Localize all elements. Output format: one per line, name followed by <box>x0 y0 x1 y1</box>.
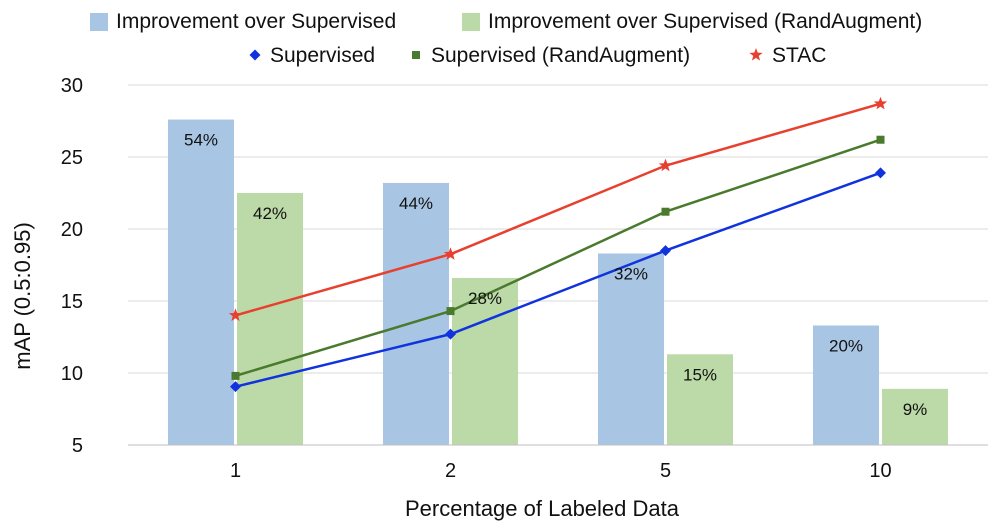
series-point <box>875 167 886 179</box>
series-lines <box>235 102 881 388</box>
series-point <box>445 328 456 340</box>
legend-swatch <box>90 13 108 31</box>
bar-data-label: 20% <box>829 336 863 355</box>
x-tick-label: 5 <box>660 460 671 482</box>
bar-data-label: 9% <box>903 400 928 419</box>
x-tick-label: 2 <box>445 460 456 482</box>
bars <box>168 119 948 446</box>
legend-marker <box>749 48 763 61</box>
series-point <box>660 245 671 257</box>
series-point <box>661 207 670 216</box>
series-line <box>235 102 881 317</box>
series-point <box>873 96 888 110</box>
series-markers <box>228 96 888 393</box>
bar <box>237 193 303 445</box>
series-point <box>230 381 241 393</box>
y-axis-title: mAP (0.5:0.95) <box>10 222 35 370</box>
bar <box>813 325 879 445</box>
y-tick-label: 5 <box>72 435 83 457</box>
legend-label: Improvement over Supervised (RandAugment… <box>488 10 922 33</box>
y-tick-label: 20 <box>61 219 83 241</box>
series-point <box>876 135 885 144</box>
series-line <box>235 138 881 378</box>
data-labels: 54% 44% 32% 20% 42% 28% 15% 9% <box>184 131 927 419</box>
bar <box>598 253 664 445</box>
legend-label: STAC <box>772 44 826 67</box>
y-tick-label: 10 <box>61 363 83 385</box>
bar <box>168 119 234 445</box>
legend-label: Improvement over Supervised <box>116 10 396 33</box>
bar-data-label: 32% <box>614 264 648 283</box>
legend: Improvement over Supervised Improvement o… <box>90 10 922 67</box>
bar-data-label: 44% <box>399 194 433 213</box>
series-line <box>235 171 881 388</box>
series-point <box>443 247 458 260</box>
bar-data-label: 42% <box>253 204 287 223</box>
series-point <box>228 308 243 322</box>
bar-data-label: 54% <box>184 131 218 150</box>
y-tick-label: 15 <box>61 291 83 313</box>
legend-swatch <box>462 13 480 31</box>
x-tick-label: 10 <box>869 460 891 482</box>
bar-data-label: 28% <box>468 289 502 308</box>
legend-marker <box>249 49 261 61</box>
x-axis-title: Percentage of Labeled Data <box>405 496 680 521</box>
legend-label: Supervised (RandAugment) <box>431 44 690 67</box>
legend-label: Supervised <box>270 44 375 67</box>
bar-data-label: 15% <box>683 365 717 384</box>
y-tick-label: 25 <box>61 147 83 169</box>
series-point <box>231 371 240 380</box>
bar <box>667 354 733 445</box>
legend-marker <box>412 51 420 59</box>
x-tick-label: 1 <box>230 460 241 482</box>
y-tick-label: 30 <box>61 75 83 97</box>
bar <box>882 388 948 445</box>
series-point <box>658 158 673 172</box>
series-point <box>446 307 455 316</box>
